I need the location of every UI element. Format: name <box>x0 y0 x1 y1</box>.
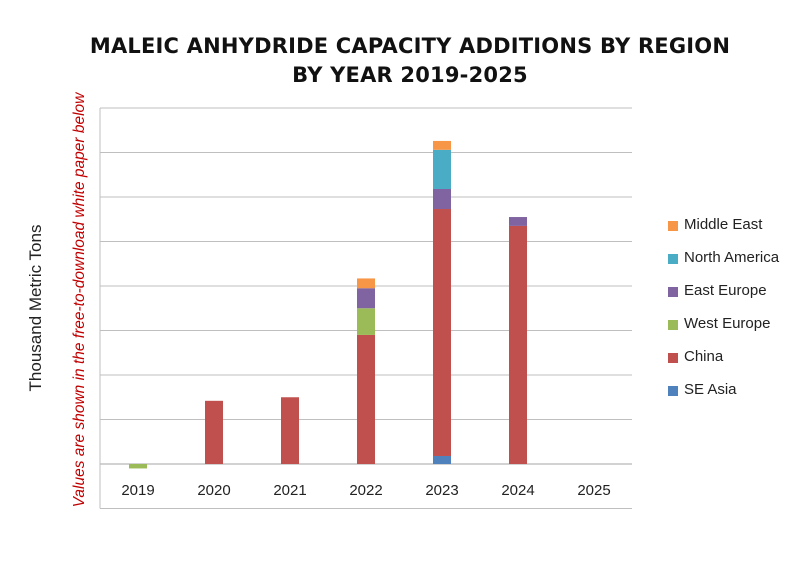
x-tick-label: 2024 <box>501 482 534 499</box>
bar-segment <box>433 455 451 464</box>
x-tick-label: 2020 <box>197 482 230 499</box>
bar-segment <box>357 334 375 464</box>
bar-segment <box>433 188 451 210</box>
x-tick-label: 2023 <box>425 482 458 499</box>
bar-segment <box>357 308 375 335</box>
bar-segment <box>509 217 527 226</box>
x-tick-label: 2022 <box>349 482 382 499</box>
legend-swatch <box>668 254 678 264</box>
legend-swatch <box>668 221 678 231</box>
chart-legend: Middle East North America East Europe West … <box>668 216 798 414</box>
legend-item: East Europe <box>668 282 798 315</box>
legend-label: China <box>684 348 724 365</box>
legend-swatch <box>668 353 678 363</box>
legend-swatch <box>668 386 678 396</box>
legend-swatch <box>668 287 678 297</box>
legend-item: North America <box>668 249 798 282</box>
legend-item: SE Asia <box>668 381 798 414</box>
chart-subtitle: BY YEAR 2019-2025 <box>292 63 528 87</box>
legend-label: Middle East <box>684 216 763 233</box>
bar-segment <box>433 140 451 150</box>
legend-label: North America <box>684 249 780 266</box>
legend-item: Middle East <box>668 216 798 249</box>
bar-segment <box>509 225 527 464</box>
bar-segment <box>205 400 223 464</box>
bar-segment <box>357 288 375 309</box>
legend-label: East Europe <box>684 282 767 299</box>
legend-item: China <box>668 348 798 381</box>
bar-segment <box>433 149 451 189</box>
legend-swatch <box>668 320 678 330</box>
legend-label: SE Asia <box>684 381 737 398</box>
chart-title: MALEIC ANHYDRIDE CAPACITY ADDITIONS BY R… <box>89 34 731 58</box>
legend-label: West Europe <box>684 315 771 332</box>
bar-segment <box>357 278 375 289</box>
x-tick-label: 2019 <box>121 482 154 499</box>
legend-item: West Europe <box>668 315 798 348</box>
x-tick-label: 2021 <box>273 482 306 499</box>
bar-segment <box>129 464 147 469</box>
bar-segment <box>281 397 299 464</box>
bar-segment <box>433 209 451 456</box>
x-tick-label: 2025 <box>577 482 610 499</box>
